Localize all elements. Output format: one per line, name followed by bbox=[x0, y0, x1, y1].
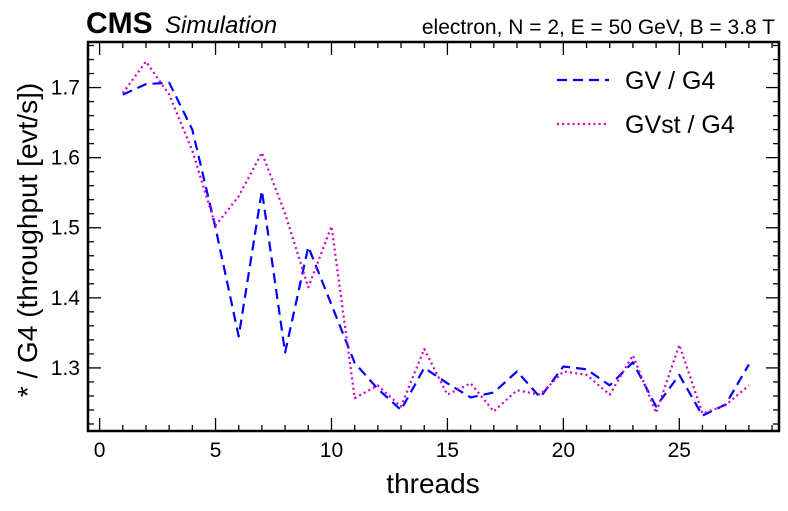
y-axis-title: * / G4 (throughput [evt/s]) bbox=[12, 83, 43, 397]
y-tick-label: 1.3 bbox=[51, 357, 80, 380]
y-tick-label: 1.6 bbox=[51, 147, 80, 170]
x-tick-label: 25 bbox=[668, 439, 691, 462]
status-label: Simulation bbox=[165, 12, 277, 39]
series-line-gv bbox=[122, 81, 750, 417]
tick-labels-layer: 0 5 10 15 20 25 1.3 1.4 1.5 1.6 1.7 bbox=[51, 77, 691, 462]
y-tick-label: 1.4 bbox=[51, 287, 81, 310]
legend-label-gv: GV / G4 bbox=[625, 67, 715, 95]
legend: GV / G4 GVst / G4 bbox=[557, 67, 735, 139]
x-tick-label: 15 bbox=[436, 439, 459, 462]
run-info-label: electron, N = 2, E = 50 GeV, B = 3.8 T bbox=[422, 16, 775, 39]
y-tick-label: 1.5 bbox=[51, 217, 80, 240]
x-tick-label: 20 bbox=[552, 439, 575, 462]
x-tick-label: 5 bbox=[210, 439, 222, 462]
y-tick-label: 1.7 bbox=[51, 77, 80, 100]
plot-frame bbox=[86, 40, 781, 433]
series-layer bbox=[121, 60, 750, 417]
ticks-layer bbox=[88, 42, 779, 431]
x-tick-label: 0 bbox=[94, 439, 106, 462]
legend-label-gvst: GVst / G4 bbox=[625, 111, 735, 139]
x-axis-title: threads bbox=[386, 468, 479, 499]
x-tick-label: 10 bbox=[320, 439, 343, 462]
experiment-label: CMS bbox=[86, 7, 153, 40]
